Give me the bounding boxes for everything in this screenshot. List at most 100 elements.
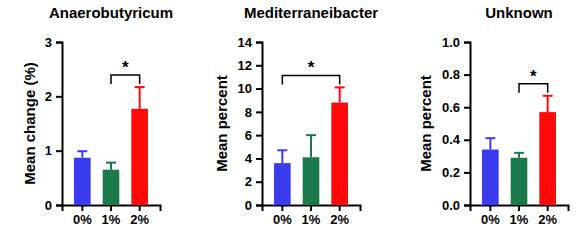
error-line bbox=[489, 138, 491, 149]
x-tick: 2% bbox=[130, 205, 149, 227]
panel: 024681012140%1%2%*MediterraneibacterMean… bbox=[213, 4, 378, 227]
y-tick-mark bbox=[464, 205, 470, 207]
error-line bbox=[110, 163, 112, 170]
marks bbox=[274, 87, 348, 205]
y-tick: 1.0 bbox=[442, 35, 470, 50]
y-tick-label: 0 bbox=[45, 198, 52, 213]
panel: 0.00.20.40.60.81.00%1%2%*UnknownMean per… bbox=[417, 4, 568, 227]
y-tick-label: 14 bbox=[238, 35, 253, 50]
x-tick-label: 0% bbox=[481, 212, 500, 227]
bar bbox=[511, 158, 528, 205]
y-tick-label: 0 bbox=[245, 198, 252, 213]
y-tick: 6 bbox=[245, 128, 262, 143]
y-axis-title: Mean percent bbox=[417, 75, 434, 172]
y-tick: 2 bbox=[245, 174, 262, 189]
y-tick-mark bbox=[464, 172, 470, 174]
error-line bbox=[310, 135, 312, 157]
y-tick: 8 bbox=[245, 105, 262, 120]
y-tick: 2 bbox=[45, 89, 62, 104]
x-tick: 0% bbox=[481, 205, 500, 227]
y-tick-mark bbox=[256, 111, 262, 113]
error-cap bbox=[277, 149, 287, 151]
bar bbox=[482, 150, 499, 205]
bar bbox=[303, 157, 320, 205]
y-tick-mark bbox=[464, 139, 470, 141]
x-tick: 0% bbox=[73, 205, 92, 227]
y-tick-mark bbox=[56, 96, 62, 98]
x-tick-label: 0% bbox=[73, 212, 92, 227]
y-tick-label: 0.4 bbox=[442, 132, 461, 147]
x-tick-mark bbox=[489, 205, 491, 211]
y-axis-title: Mean change (%) bbox=[21, 62, 38, 185]
error-bar bbox=[543, 96, 553, 112]
error-cap bbox=[77, 150, 87, 152]
y-tick-mark bbox=[256, 181, 262, 183]
x-tick-label: 1% bbox=[102, 212, 121, 227]
chart-title: Anaerobutyricum bbox=[49, 4, 173, 21]
chart-title: Mediterraneibacter bbox=[244, 4, 378, 21]
bar bbox=[331, 103, 348, 205]
y-tick-label: 0.2 bbox=[442, 165, 460, 180]
x-tick-label: 2% bbox=[130, 212, 149, 227]
significance-bracket: * bbox=[282, 58, 339, 84]
y-tick-mark bbox=[256, 205, 262, 207]
error-bar bbox=[335, 87, 345, 102]
y-tick-label: 10 bbox=[238, 81, 252, 96]
significance-label: * bbox=[122, 58, 129, 77]
error-line bbox=[281, 150, 283, 163]
significance-label: * bbox=[308, 58, 315, 77]
x-axis: 0%1%2% bbox=[471, 205, 569, 227]
x-tick: 2% bbox=[330, 205, 349, 227]
significance-label: * bbox=[530, 67, 537, 86]
y-tick: 14 bbox=[238, 35, 262, 50]
error-line bbox=[139, 87, 141, 109]
error-bar bbox=[77, 151, 87, 158]
y-tick: 0.4 bbox=[442, 132, 470, 147]
y-tick: 0 bbox=[245, 198, 262, 213]
error-bar bbox=[135, 87, 145, 109]
y-axis: 0.00.20.40.60.81.0 bbox=[442, 35, 471, 213]
x-axis-line bbox=[471, 206, 569, 212]
error-bar bbox=[106, 163, 116, 170]
y-tick-label: 2 bbox=[45, 89, 52, 104]
error-bar bbox=[514, 153, 524, 158]
y-tick: 10 bbox=[238, 81, 262, 96]
x-tick-mark bbox=[547, 205, 549, 211]
x-axis-line bbox=[263, 206, 361, 212]
x-tick-label: 0% bbox=[273, 212, 292, 227]
error-bar bbox=[277, 150, 287, 163]
error-line bbox=[339, 87, 341, 102]
y-tick-mark bbox=[256, 42, 262, 44]
y-tick: 4 bbox=[245, 151, 262, 166]
y-tick-label: 0.8 bbox=[442, 67, 460, 82]
y-tick-mark bbox=[256, 88, 262, 90]
y-axis-line bbox=[56, 43, 63, 206]
y-tick-label: 3 bbox=[45, 35, 52, 50]
bar bbox=[539, 112, 556, 205]
bar bbox=[274, 163, 291, 205]
error-cap bbox=[306, 134, 316, 136]
y-tick-mark bbox=[56, 42, 62, 44]
x-tick-label: 1% bbox=[510, 212, 529, 227]
y-axis-line bbox=[464, 43, 471, 206]
significance-bracket: * bbox=[111, 58, 140, 84]
bar bbox=[74, 158, 91, 205]
error-cap bbox=[135, 86, 145, 88]
x-tick-mark bbox=[281, 205, 283, 211]
marks bbox=[482, 96, 556, 205]
y-tick: 0.6 bbox=[442, 100, 470, 115]
x-tick: 1% bbox=[302, 205, 321, 227]
x-tick-mark bbox=[518, 205, 520, 211]
y-tick-label: 2 bbox=[245, 174, 252, 189]
error-bar bbox=[306, 135, 316, 157]
error-cap bbox=[485, 137, 495, 139]
error-cap bbox=[543, 95, 553, 97]
y-tick-mark bbox=[464, 74, 470, 76]
y-tick-label: 4 bbox=[245, 151, 253, 166]
bar bbox=[103, 170, 120, 205]
x-tick-mark bbox=[310, 205, 312, 211]
y-tick: 3 bbox=[45, 35, 62, 50]
x-tick-label: 2% bbox=[330, 212, 349, 227]
y-tick-mark bbox=[56, 150, 62, 152]
y-tick-mark bbox=[256, 135, 262, 137]
